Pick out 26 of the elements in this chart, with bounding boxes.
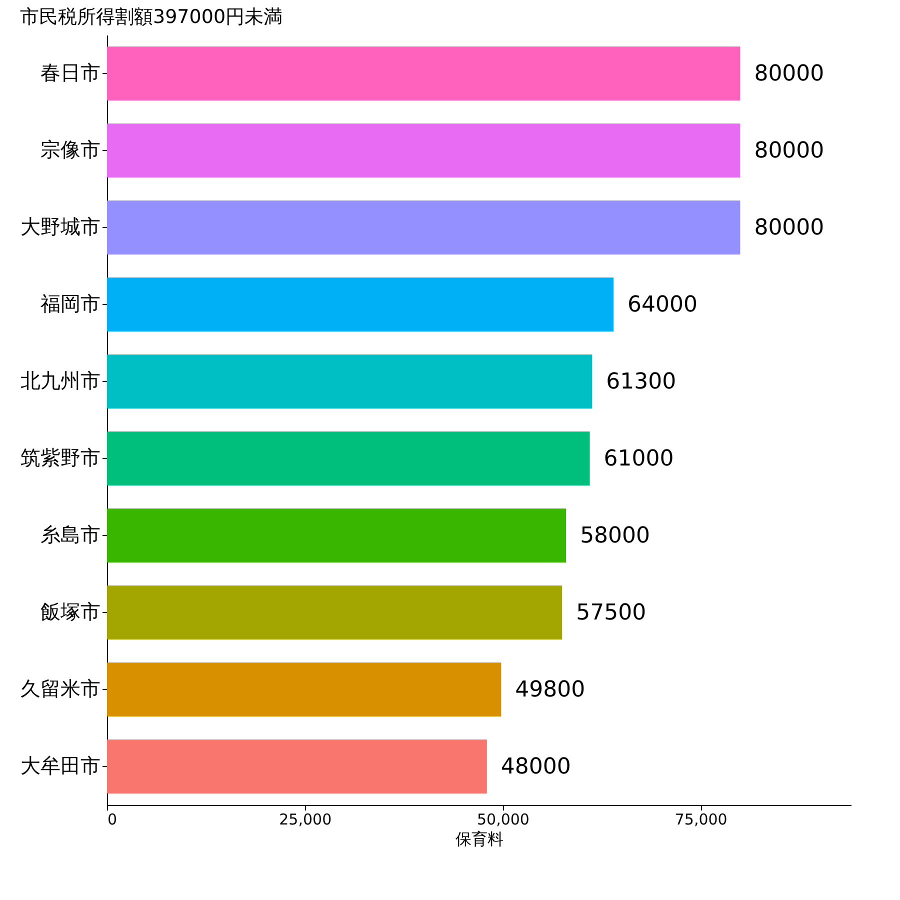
data-label: 48000 xyxy=(500,754,571,780)
y-tick-label: 糸島市 xyxy=(40,522,100,546)
y-tick-label: 北九州市 xyxy=(20,368,100,392)
x-tick-label: 50,000 xyxy=(476,810,530,828)
data-label: 64000 xyxy=(628,292,698,318)
data-label: 49800 xyxy=(515,678,586,702)
data-label: 61000 xyxy=(604,446,674,472)
chart-title: 市民税所得割額397000円未満 xyxy=(20,6,283,28)
data-label: 80000 xyxy=(754,138,824,164)
y-tick-label: 久留米市 xyxy=(20,676,100,700)
data-label: 57500 xyxy=(576,600,646,626)
data-label: 80000 xyxy=(754,216,824,240)
x-axis-title: 保育料 xyxy=(456,830,504,848)
y-tick-label: 福岡市 xyxy=(40,292,100,316)
y-tick-label: 筑紫野市 xyxy=(20,446,100,470)
x-tick-label: 25,000 xyxy=(279,810,332,828)
y-tick-label: 宗像市 xyxy=(40,138,100,162)
y-tick-label: 春日市 xyxy=(40,60,100,84)
data-label: 58000 xyxy=(580,524,650,548)
x-tick-label: 75,000 xyxy=(674,810,728,828)
data-label: 61300 xyxy=(606,370,676,394)
x-tick-label: 0 xyxy=(108,810,118,828)
y-tick-label: 飯塚市 xyxy=(40,600,100,624)
y-tick-label: 大野城市 xyxy=(20,214,100,238)
data-label: 80000 xyxy=(754,62,824,86)
y-tick-label: 大牟田市 xyxy=(20,754,100,778)
